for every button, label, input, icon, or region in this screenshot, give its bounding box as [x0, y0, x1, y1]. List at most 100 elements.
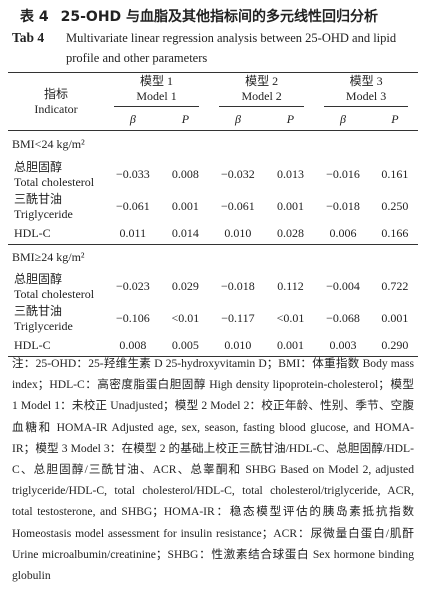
row-indicator: HDL-C — [8, 223, 104, 245]
stat-symbol: P — [391, 111, 399, 126]
caption-label: 表 4 — [20, 9, 49, 25]
row-indicator: 三酰甘油 Triglyceride — [8, 303, 104, 335]
model-cn: 模型 1 — [140, 74, 174, 89]
group-row: BMI<24 kg/m² — [8, 130, 418, 159]
value-cell: 0.008 — [119, 337, 147, 352]
value-cell: 0.722 — [381, 279, 409, 293]
stat-header: β — [209, 109, 267, 131]
value-cell: 0.005 — [171, 337, 199, 352]
header-indicator: 指标 Indicator — [8, 72, 104, 131]
value-cell: −0.032 — [221, 167, 255, 181]
caption-title: 25-OHD 与血脂及其他指标间的多元线性回归分析 — [60, 9, 379, 25]
value-cell: 0.166 — [381, 225, 409, 240]
value-cell: 0.006 — [329, 225, 357, 240]
indicator-en: HDL-C — [14, 337, 51, 352]
value-cell: 0.010 — [224, 337, 252, 352]
value-cell: 0.011 — [119, 225, 147, 240]
value-cell: 0.001 — [171, 199, 199, 213]
stat-symbol: P — [286, 111, 295, 126]
value-cell: 0.290 — [381, 337, 409, 352]
indicator-en: Indicator — [34, 101, 78, 116]
stat-symbol: β — [129, 111, 136, 126]
stat-header: β — [104, 109, 162, 131]
stat-symbol: β — [234, 111, 241, 126]
stat-symbol: β — [340, 111, 347, 126]
row-indicator: HDL-C — [8, 335, 104, 357]
indicator-en: Total cholesterol — [14, 174, 95, 189]
value-cell: −0.117 — [221, 311, 255, 325]
stat-header: β — [314, 109, 372, 131]
value-cell: −0.061 — [221, 199, 255, 213]
row-indicator: 三酰甘油 Triglyceride — [8, 191, 104, 223]
value-cell: −0.016 — [326, 167, 360, 181]
value-cell: <0.01 — [171, 311, 200, 325]
row-indicator: 总胆固醇 Total cholesterol — [8, 271, 104, 303]
value-cell: −0.106 — [115, 311, 150, 325]
header-model: 模型 3 Model 3 — [314, 72, 418, 109]
indicator-en: Triglyceride — [14, 318, 73, 333]
value-cell: 0.001 — [381, 311, 409, 325]
caption-label: Tab 4 — [12, 30, 45, 45]
group-row: BMI≥24 kg/m² — [8, 244, 418, 271]
caption-cn: 表 4 25-OHD 与血脂及其他指标间的多元线性回归分析 — [20, 6, 378, 26]
value-cell: −0.018 — [326, 199, 360, 213]
data-row: 总胆固醇 Total cholesterol −0.033 0.008 −0.032 0.… — [8, 159, 418, 191]
indicator-cn: 三酰甘油 — [14, 303, 63, 318]
value-cell: −0.061 — [115, 199, 150, 213]
regression-table: 指标 Indicator 模型 1 Model 1 模型 2 Model 2 模型 3 Mod… — [8, 72, 418, 357]
value-cell: 0.161 — [381, 167, 409, 181]
indicator-cn: 总胆固醇 — [14, 271, 63, 286]
group-label: BMI<24 kg/m² — [8, 130, 418, 159]
data-row: 总胆固醇 Total cholesterol −0.023 0.029 −0.018 0.… — [8, 271, 418, 303]
value-cell: 0.008 — [171, 167, 199, 181]
value-cell: −0.068 — [326, 311, 360, 325]
value-cell: 0.013 — [276, 167, 304, 181]
caption-en: Tab 4 Multivariate linear regression anal… — [12, 28, 416, 68]
value-cell: 0.250 — [381, 199, 409, 213]
model-cn: 模型 2 — [245, 74, 279, 89]
indicator-cn: 总胆固醇 — [14, 159, 63, 174]
header-model: 模型 2 Model 2 — [209, 72, 315, 109]
data-row: 三酰甘油 Triglyceride −0.061 0.001 −0.061 0.001 −0… — [8, 191, 418, 223]
indicator-cn: 指标 — [43, 86, 68, 101]
header-model: 模型 1 Model 1 — [104, 72, 210, 109]
stat-header: P — [267, 109, 314, 131]
value-cell: 0.003 — [329, 337, 357, 352]
stat-header: P — [372, 109, 418, 131]
value-cell: −0.023 — [115, 279, 150, 293]
model-en: Model 2 — [241, 89, 282, 104]
model-cell: 模型 3 Model 3 — [324, 74, 408, 108]
value-cell: 0.010 — [224, 225, 252, 240]
value-cell: 0.028 — [276, 225, 304, 240]
row-indicator: 总胆固醇 Total cholesterol — [8, 159, 104, 191]
value-cell: −0.018 — [221, 279, 255, 293]
indicator-en: Triglyceride — [14, 206, 73, 221]
data-row: 三酰甘油 Triglyceride −0.106 <0.01 −0.117 <0.01 −0… — [8, 303, 418, 335]
caption-title: Multivariate linear regression analysis … — [66, 31, 397, 65]
model-en: Model 3 — [345, 89, 387, 104]
model-cell: 模型 1 Model 1 — [114, 74, 200, 108]
value-cell: <0.01 — [276, 311, 305, 325]
value-cell: 0.001 — [276, 199, 304, 213]
indicator-en: HDL-C — [14, 225, 51, 240]
model-cell: 模型 2 Model 2 — [219, 74, 305, 108]
header-row: 指标 Indicator 模型 1 Model 1 模型 2 Model 2 模型 3 Mod… — [8, 72, 418, 131]
value-cell: −0.033 — [115, 167, 150, 181]
model-en: Model 1 — [136, 89, 177, 104]
data-row: HDL-C 0.008 0.005 0.010 0.001 0.003 0.290 — [8, 335, 418, 357]
indicator-en: Total cholesterol — [14, 286, 95, 301]
value-cell: −0.004 — [326, 279, 360, 293]
value-cell: 0.001 — [276, 337, 304, 352]
model-cn: 模型 3 — [349, 74, 383, 89]
stat-symbol: P — [181, 111, 190, 126]
data-row: HDL-C 0.011 0.014 0.010 0.028 0.006 0.166 — [8, 223, 418, 245]
value-cell: 0.112 — [277, 279, 304, 293]
indicator-cn: 三酰甘油 — [14, 191, 63, 206]
value-cell: 0.014 — [171, 225, 199, 240]
group-label: BMI≥24 kg/m² — [8, 244, 418, 271]
footnote: 注：25-OHD：25-羟维生素 D 25-hydroxyvitamin D；B… — [12, 357, 414, 583]
value-cell: 0.029 — [171, 279, 199, 293]
stat-header: P — [162, 109, 209, 131]
